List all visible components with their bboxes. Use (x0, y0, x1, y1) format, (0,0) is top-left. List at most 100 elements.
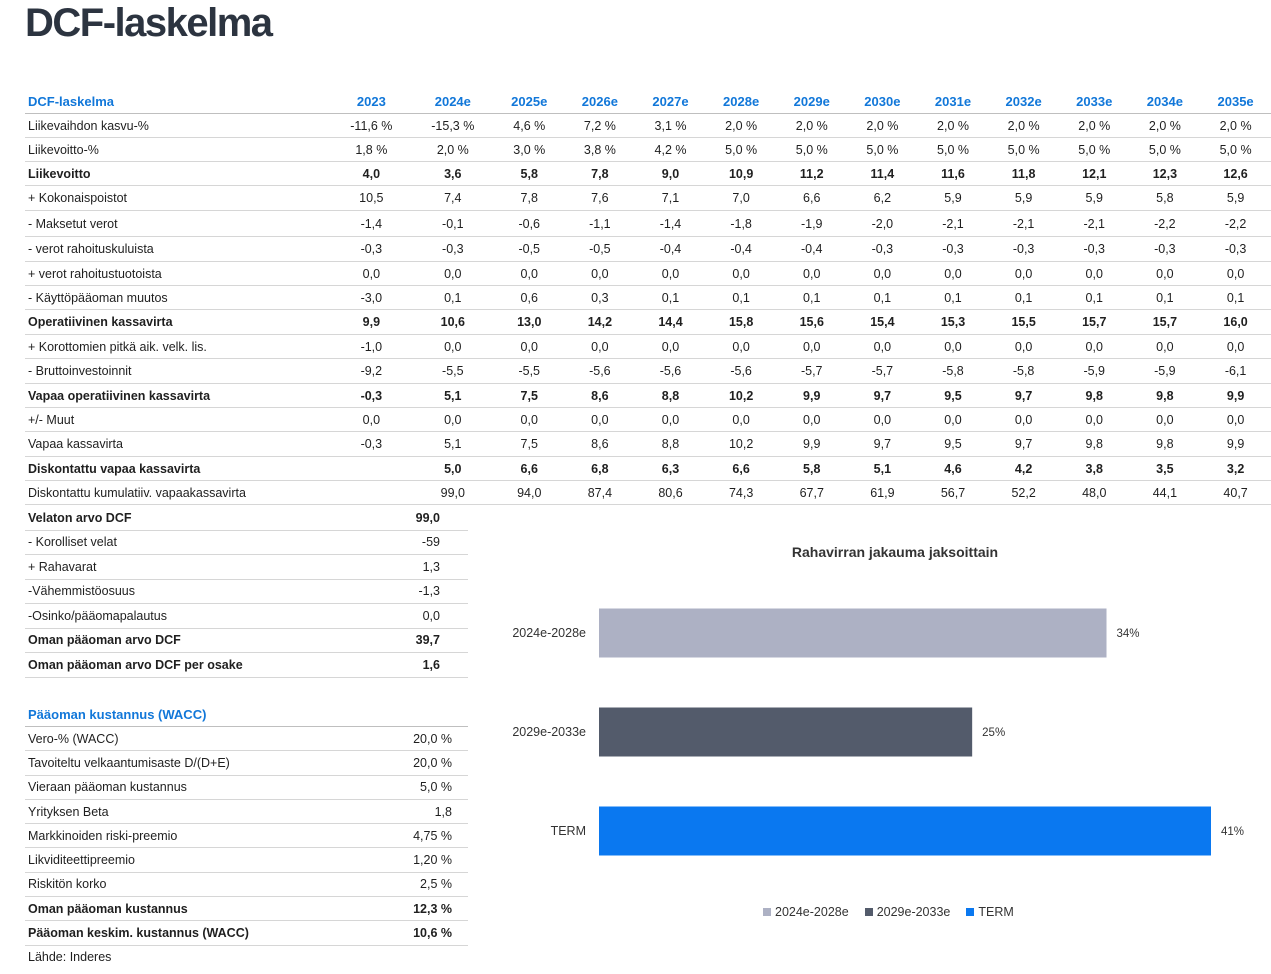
table-row: Operatiivinen kassavirta 9,9 10,6 13,0 14,2 1… (25, 309, 1271, 335)
wacc-value: 10,6 % (377, 920, 468, 946)
cell-value: 0,1 (1058, 285, 1130, 310)
cell-value: 6,2 (847, 185, 918, 211)
cell-value: 10,2 (705, 383, 777, 408)
category-label: 2024e-2028e (512, 626, 586, 640)
cell-value: 4,6 (917, 456, 989, 481)
cell-value: 13,0 (493, 309, 565, 335)
cell-value: 15,7 (1058, 309, 1130, 335)
cell-value: 3,6 (411, 161, 494, 186)
cell-value: 12,1 (1058, 161, 1130, 186)
cell-value: 2,0 % (776, 113, 848, 138)
cell-value: 4,2 (988, 456, 1059, 481)
cell-value: 5,9 (988, 185, 1059, 211)
valuation-value: 39,7 (379, 628, 468, 653)
table-row: Liikevoitto 4,0 3,6 5,8 7,8 9,0 10,9 11,2 11,4 11… (25, 161, 1271, 186)
bar (599, 608, 1107, 658)
wacc-row: Markkinoiden riski-preemio 4,75 % (25, 823, 468, 849)
wacc-value: 1,20 % (377, 847, 468, 873)
cell-value: 0,0 (776, 407, 848, 432)
cell-value: 0,0 (331, 407, 412, 432)
category-label: 2029e-2033e (512, 725, 586, 739)
wacc-value: 1,8 (377, 799, 468, 825)
table-row: - verot rahoituskuluista -0,3 -0,3 -0,5 -0,5… (25, 236, 1271, 262)
valuation-table: Velaton arvo DCF 99,0- Korolliset velat -5… (25, 506, 468, 678)
legend-swatch (763, 908, 771, 916)
wacc-value: 12,3 % (377, 896, 468, 922)
cell-value: 10,9 (705, 161, 777, 186)
cell-value: 0,0 (635, 334, 706, 359)
valuation-label: Oman pääoman arvo DCF per osake (25, 652, 380, 678)
cell-value: 15,7 (1129, 309, 1201, 335)
cell-value: 10,5 (331, 185, 412, 211)
cell-value: 0,0 (635, 261, 706, 286)
cell-value: 40,7 (1200, 480, 1271, 505)
cell-value: -0,3 (331, 431, 412, 457)
valuation-label: Velaton arvo DCF (25, 506, 380, 531)
wacc-value: 20,0 % (377, 726, 468, 752)
wacc-value: 4,75 % (377, 823, 468, 849)
cell-value: 0,0 (988, 261, 1059, 286)
cell-value: 5,0 % (1058, 137, 1130, 162)
cell-value: 48,0 (1058, 480, 1130, 505)
year-header: 2028e (705, 89, 777, 114)
cell-value: 12,3 (1129, 161, 1201, 186)
cell-value: 0,1 (705, 285, 777, 310)
cell-value: 9,7 (847, 431, 918, 457)
cell-value: -5,6 (635, 358, 706, 384)
cell-value: -0,4 (776, 236, 848, 262)
cell-value: 9,9 (1200, 383, 1271, 408)
cell-value: 87,4 (564, 480, 636, 505)
cell-value: 5,8 (776, 456, 848, 481)
table-row: Vapaa kassavirta -0,3 5,1 7,5 8,6 8,8 10,2 9,9 9… (25, 431, 1271, 457)
category-label: TERM (551, 824, 586, 838)
row-label: Operatiivinen kassavirta (25, 309, 331, 335)
legend-swatch (966, 908, 975, 916)
valuation-value: -1,3 (379, 579, 468, 604)
cell-value: 0,0 (564, 261, 636, 286)
legend-label: TERM (978, 905, 1014, 919)
cell-value: 9,7 (988, 431, 1059, 457)
cell-value: 9,9 (1200, 431, 1271, 457)
cell-value: 11,4 (847, 161, 918, 186)
valuation-value: 99,0 (379, 506, 468, 531)
valuation-value: 0,0 (379, 603, 468, 629)
cell-value: 0,0 (847, 407, 918, 432)
wacc-table: Pääoman kustannus (WACC) Vero-% (WACC) 20… (25, 702, 468, 946)
table-row: + Kokonaispoistot 10,5 7,4 7,8 7,6 7,1 7,0 6,6 6… (25, 185, 1271, 211)
cell-value: 0,1 (917, 285, 989, 310)
cell-value: 5,9 (1058, 185, 1130, 211)
cell-value: 0,0 (1200, 407, 1271, 432)
valuation-label: Oman pääoman arvo DCF (25, 628, 380, 653)
cell-value: 6,6 (705, 456, 777, 481)
cell-value: 3,8 % (564, 137, 636, 162)
wacc-label: Likviditeettipreemio (25, 847, 378, 873)
cell-value: 94,0 (493, 480, 565, 505)
cell-value: 7,5 (493, 383, 565, 408)
cell-value: 0,3 (564, 285, 636, 310)
wacc-label: Tavoiteltu velkaantumisaste D/(D+E) (25, 750, 378, 776)
row-label: Diskontattu kumulatiiv. vapaakassavirta (25, 480, 331, 505)
table-row: + verot rahoitustuotoista 0,0 0,0 0,0 0,0 0,0… (25, 261, 1271, 286)
cell-value: -15,3 % (411, 113, 494, 138)
cell-value: 0,0 (635, 407, 706, 432)
table-row: Diskontattu vapaa kassavirta 5,0 6,6 6,8 6,3… (25, 456, 1271, 481)
cell-value: -0,1 (411, 210, 494, 237)
cell-value: -5,7 (776, 358, 848, 384)
cell-value: 0,0 (564, 407, 636, 432)
cell-value (331, 456, 412, 481)
cell-value: 0,0 (493, 334, 565, 359)
data-label: 34% (1117, 628, 1140, 640)
wacc-value: 20,0 % (377, 750, 468, 776)
cell-value: 4,0 (331, 161, 412, 186)
cell-value: -2,0 (847, 210, 918, 237)
page-title: DCF-laskelma (25, 1, 273, 45)
cell-value: 0,0 (917, 261, 989, 286)
cell-value: 9,8 (1058, 383, 1130, 408)
valuation-label: + Rahavarat (25, 554, 380, 580)
cell-value: -5,9 (1129, 358, 1201, 384)
cell-value: -2,1 (1058, 210, 1130, 237)
cell-value: -0,4 (635, 236, 706, 262)
cell-value: 0,1 (635, 285, 706, 310)
row-label: +/- Muut (25, 407, 331, 432)
cell-value: 11,6 (917, 161, 989, 186)
